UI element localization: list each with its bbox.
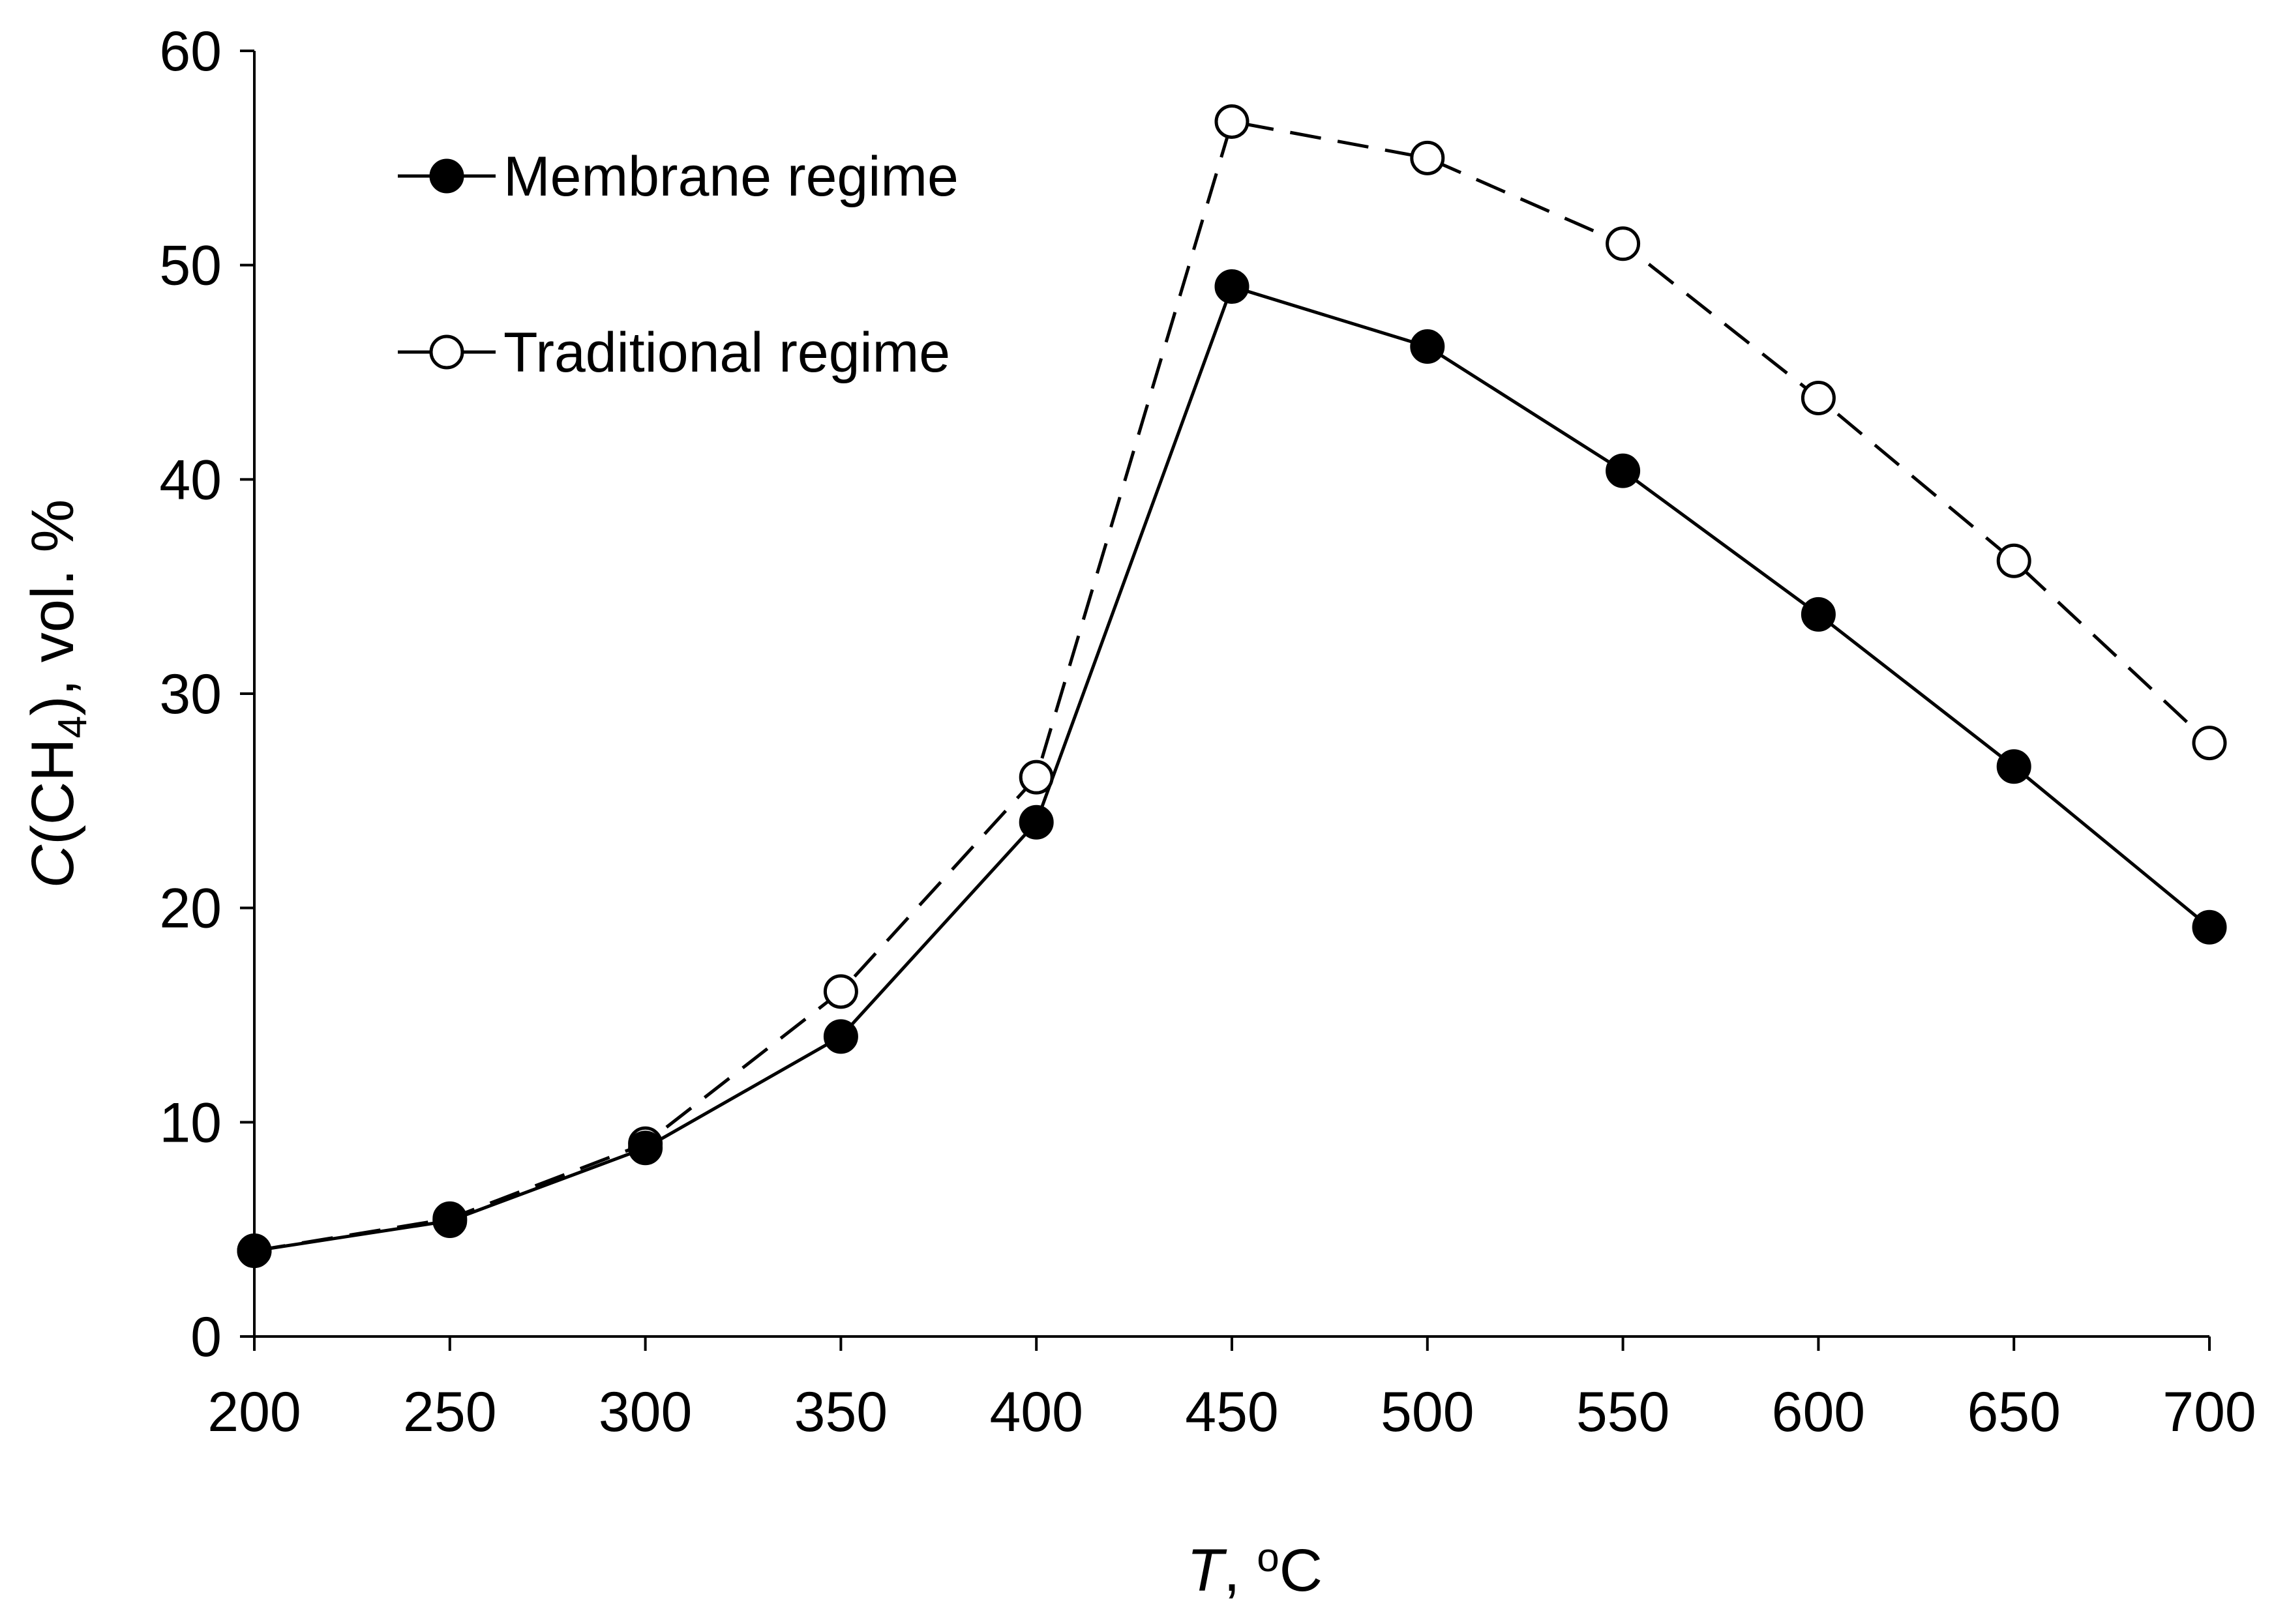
x-axis-title-unit: C bbox=[1279, 1537, 1323, 1604]
x-axis-title-superscript: o bbox=[1257, 1535, 1279, 1580]
y-axis-title-subscript: 4 bbox=[50, 716, 95, 738]
data-point-membrane bbox=[237, 1233, 272, 1269]
x-tick-label: 350 bbox=[794, 1381, 888, 1443]
legend: Membrane regime Traditional regime bbox=[398, 145, 959, 384]
series-line-traditional bbox=[254, 120, 2211, 1252]
legend-item-membrane: Membrane regime bbox=[398, 145, 959, 208]
x-tick-label: 450 bbox=[1185, 1381, 1279, 1443]
y-tick-label: 40 bbox=[159, 449, 222, 511]
data-point-membrane bbox=[1801, 597, 1836, 632]
x-tick-label: 200 bbox=[207, 1381, 301, 1443]
data-point-membrane bbox=[1410, 329, 1445, 364]
x-tick-label: 500 bbox=[1381, 1381, 1474, 1443]
x-tick-label: 400 bbox=[989, 1381, 1083, 1443]
legend-label-traditional: Traditional regime bbox=[503, 321, 950, 384]
data-point-traditional bbox=[2192, 726, 2227, 761]
data-point-membrane bbox=[628, 1130, 663, 1166]
y-axis-title: C(CH4), vol. % bbox=[20, 499, 95, 889]
data-point-traditional bbox=[1606, 226, 1641, 261]
data-point-traditional bbox=[823, 974, 858, 1009]
y-axis-ticks: 0 10 20 30 40 50 60 bbox=[159, 20, 254, 1368]
legend-marker-membrane bbox=[429, 158, 464, 194]
data-point-membrane bbox=[2192, 909, 2227, 945]
legend-label-membrane: Membrane regime bbox=[503, 145, 959, 208]
data-point-traditional bbox=[1410, 140, 1445, 175]
x-axis-title-sep: , bbox=[1223, 1537, 1257, 1604]
y-tick-label: 20 bbox=[159, 878, 222, 940]
data-point-membrane bbox=[1214, 269, 1249, 304]
data-point-traditional bbox=[1019, 760, 1054, 795]
legend-item-traditional: Traditional regime bbox=[398, 321, 950, 384]
data-point-membrane bbox=[1606, 453, 1641, 488]
data-point-traditional bbox=[1801, 380, 1836, 415]
series-layer bbox=[237, 104, 2227, 1269]
y-tick-label: 60 bbox=[159, 20, 222, 83]
x-tick-label: 550 bbox=[1576, 1381, 1670, 1443]
data-point-membrane bbox=[1019, 805, 1054, 840]
series-line-membrane bbox=[254, 285, 2211, 1252]
y-axis-title-rest: ), vol. % bbox=[20, 499, 86, 716]
y-tick-label: 50 bbox=[159, 235, 222, 297]
data-point-traditional bbox=[1996, 543, 2031, 578]
x-tick-label: 650 bbox=[1967, 1381, 2061, 1443]
data-point-membrane bbox=[1996, 749, 2031, 784]
x-tick-label: 600 bbox=[1772, 1381, 1866, 1443]
plot-area: 0 10 20 30 40 50 60 200 250 300 350 400 450 500 550 60… bbox=[159, 20, 2256, 1443]
y-tick-label: 10 bbox=[159, 1091, 222, 1154]
x-axis-title: T, oC bbox=[1187, 1535, 1323, 1604]
y-tick-label: 30 bbox=[159, 663, 222, 726]
y-axis-title-open: (CH bbox=[20, 738, 86, 845]
x-axis-ticks: 200 250 300 350 400 450 500 550 600 650 700 bbox=[207, 1336, 2256, 1443]
x-tick-label: 300 bbox=[599, 1381, 693, 1443]
y-tick-label: 0 bbox=[190, 1306, 222, 1368]
y-axis-title-var: C bbox=[20, 844, 86, 888]
x-axis-title-var: T bbox=[1187, 1537, 1227, 1604]
data-point-membrane bbox=[823, 1019, 858, 1054]
x-tick-label: 700 bbox=[2162, 1381, 2256, 1443]
data-point-membrane bbox=[432, 1203, 468, 1239]
x-tick-label: 250 bbox=[403, 1381, 497, 1443]
data-point-traditional bbox=[1214, 104, 1249, 139]
legend-marker-traditional bbox=[429, 334, 464, 370]
